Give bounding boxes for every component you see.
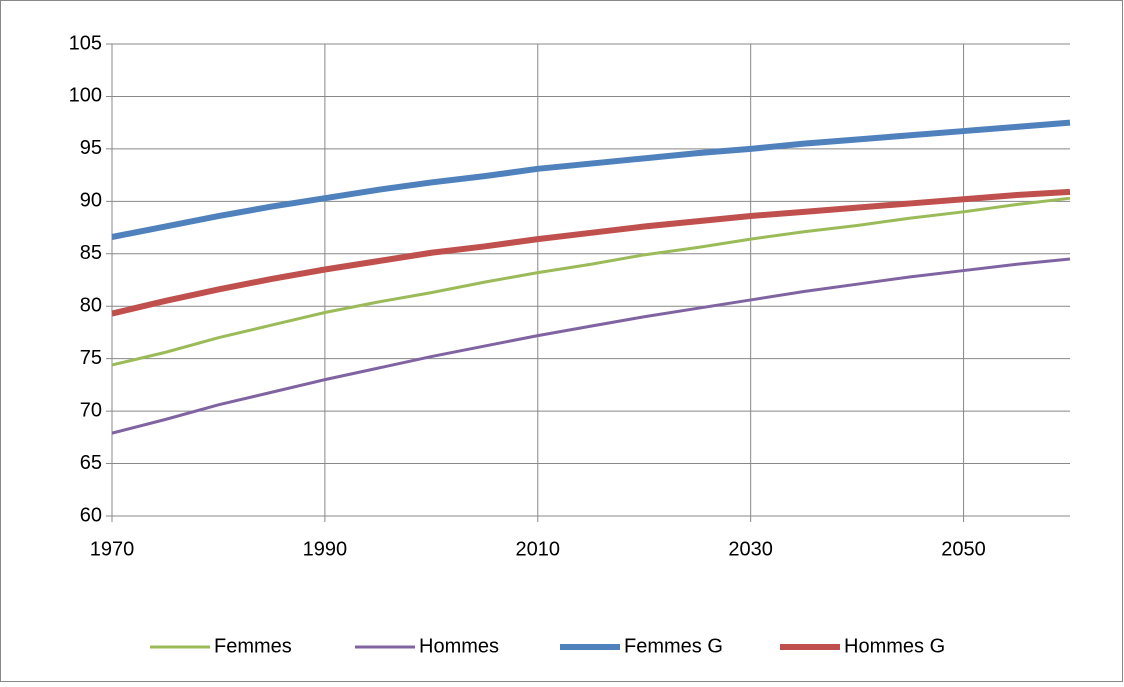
- y-tick-label: 90: [80, 190, 102, 212]
- series-line: [111, 188, 1071, 317]
- series-line: [111, 119, 1071, 240]
- x-tick-label: 1970: [90, 538, 135, 560]
- legend-label: Hommes G: [844, 635, 945, 657]
- x-tick-label: 1990: [303, 538, 348, 560]
- series-line: [111, 257, 1071, 435]
- series-line: [111, 196, 1071, 367]
- y-tick-label: 85: [80, 242, 102, 264]
- legend-label: Femmes: [214, 635, 292, 657]
- y-tick-label: 100: [69, 85, 102, 107]
- y-tick-label: 75: [80, 347, 102, 369]
- x-tick-label: 2010: [516, 538, 561, 560]
- x-tick-label: 2050: [941, 538, 986, 560]
- x-tick-label: 2030: [728, 538, 773, 560]
- y-tick-label: 95: [80, 137, 102, 159]
- y-tick-label: 65: [80, 452, 102, 474]
- legend-label: Femmes G: [624, 635, 723, 657]
- y-tick-label: 80: [80, 295, 102, 317]
- y-tick-label: 70: [80, 399, 102, 421]
- y-tick-label: 60: [80, 504, 102, 526]
- y-tick-label: 105: [69, 32, 102, 54]
- legend-label: Hommes: [419, 635, 499, 657]
